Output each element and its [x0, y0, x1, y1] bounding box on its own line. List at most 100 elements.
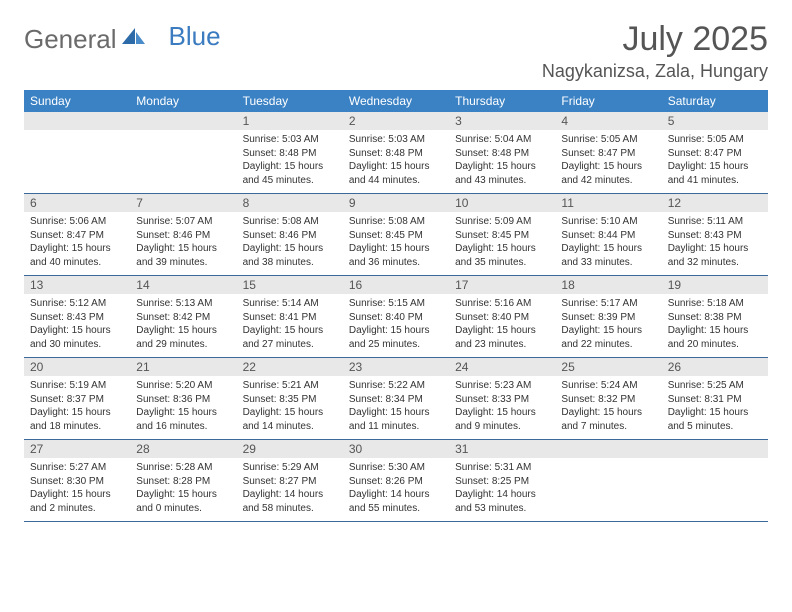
calendar-day: 22Sunrise: 5:21 AMSunset: 8:35 PMDayligh…	[237, 358, 343, 440]
day-details: Sunrise: 5:19 AMSunset: 8:37 PMDaylight:…	[24, 376, 130, 439]
day-number: 20	[24, 358, 130, 376]
calendar-day: 3Sunrise: 5:04 AMSunset: 8:48 PMDaylight…	[449, 112, 555, 194]
weekday-header: Saturday	[662, 90, 768, 112]
day-number: 17	[449, 276, 555, 294]
day-number: 30	[343, 440, 449, 458]
day-number: 12	[662, 194, 768, 212]
calendar-day: 25Sunrise: 5:24 AMSunset: 8:32 PMDayligh…	[555, 358, 661, 440]
day-number: 25	[555, 358, 661, 376]
weekday-header: Thursday	[449, 90, 555, 112]
calendar-day: 1Sunrise: 5:03 AMSunset: 8:48 PMDaylight…	[237, 112, 343, 194]
day-number: 15	[237, 276, 343, 294]
day-details: Sunrise: 5:08 AMSunset: 8:45 PMDaylight:…	[343, 212, 449, 275]
day-number: 9	[343, 194, 449, 212]
calendar-day: 24Sunrise: 5:23 AMSunset: 8:33 PMDayligh…	[449, 358, 555, 440]
calendar-day: 6Sunrise: 5:06 AMSunset: 8:47 PMDaylight…	[24, 194, 130, 276]
day-number: 18	[555, 276, 661, 294]
day-details: Sunrise: 5:08 AMSunset: 8:46 PMDaylight:…	[237, 212, 343, 275]
day-number: 4	[555, 112, 661, 130]
day-details: Sunrise: 5:18 AMSunset: 8:38 PMDaylight:…	[662, 294, 768, 357]
calendar-day: 9Sunrise: 5:08 AMSunset: 8:45 PMDaylight…	[343, 194, 449, 276]
day-number: 28	[130, 440, 236, 458]
day-details: Sunrise: 5:30 AMSunset: 8:26 PMDaylight:…	[343, 458, 449, 521]
calendar-day: 30Sunrise: 5:30 AMSunset: 8:26 PMDayligh…	[343, 440, 449, 522]
weekday-header: Tuesday	[237, 90, 343, 112]
day-number: 24	[449, 358, 555, 376]
day-number: 23	[343, 358, 449, 376]
calendar-day: 19Sunrise: 5:18 AMSunset: 8:38 PMDayligh…	[662, 276, 768, 358]
day-details: Sunrise: 5:03 AMSunset: 8:48 PMDaylight:…	[343, 130, 449, 193]
day-number: 27	[24, 440, 130, 458]
logo-sail-icon	[121, 26, 147, 51]
calendar-day: 31Sunrise: 5:31 AMSunset: 8:25 PMDayligh…	[449, 440, 555, 522]
calendar-table: SundayMondayTuesdayWednesdayThursdayFrid…	[24, 90, 768, 522]
day-details: Sunrise: 5:06 AMSunset: 8:47 PMDaylight:…	[24, 212, 130, 275]
calendar-week: 1Sunrise: 5:03 AMSunset: 8:48 PMDaylight…	[24, 112, 768, 194]
calendar-day: 28Sunrise: 5:28 AMSunset: 8:28 PMDayligh…	[130, 440, 236, 522]
day-number: 10	[449, 194, 555, 212]
calendar-day: 12Sunrise: 5:11 AMSunset: 8:43 PMDayligh…	[662, 194, 768, 276]
day-number: 14	[130, 276, 236, 294]
logo: General Blue	[24, 24, 221, 55]
day-details: Sunrise: 5:17 AMSunset: 8:39 PMDaylight:…	[555, 294, 661, 357]
day-details: Sunrise: 5:05 AMSunset: 8:47 PMDaylight:…	[555, 130, 661, 193]
logo-text-blue: Blue	[169, 21, 221, 52]
day-details: Sunrise: 5:16 AMSunset: 8:40 PMDaylight:…	[449, 294, 555, 357]
calendar-day: 15Sunrise: 5:14 AMSunset: 8:41 PMDayligh…	[237, 276, 343, 358]
calendar-day: 7Sunrise: 5:07 AMSunset: 8:46 PMDaylight…	[130, 194, 236, 276]
calendar-day: 16Sunrise: 5:15 AMSunset: 8:40 PMDayligh…	[343, 276, 449, 358]
calendar-day: 27Sunrise: 5:27 AMSunset: 8:30 PMDayligh…	[24, 440, 130, 522]
calendar-day-empty	[555, 440, 661, 522]
day-details: Sunrise: 5:20 AMSunset: 8:36 PMDaylight:…	[130, 376, 236, 439]
day-details: Sunrise: 5:07 AMSunset: 8:46 PMDaylight:…	[130, 212, 236, 275]
day-number: 7	[130, 194, 236, 212]
calendar-week: 27Sunrise: 5:27 AMSunset: 8:30 PMDayligh…	[24, 440, 768, 522]
calendar-day: 18Sunrise: 5:17 AMSunset: 8:39 PMDayligh…	[555, 276, 661, 358]
day-details: Sunrise: 5:09 AMSunset: 8:45 PMDaylight:…	[449, 212, 555, 275]
day-details: Sunrise: 5:25 AMSunset: 8:31 PMDaylight:…	[662, 376, 768, 439]
calendar-day: 8Sunrise: 5:08 AMSunset: 8:46 PMDaylight…	[237, 194, 343, 276]
calendar-day: 13Sunrise: 5:12 AMSunset: 8:43 PMDayligh…	[24, 276, 130, 358]
day-details: Sunrise: 5:31 AMSunset: 8:25 PMDaylight:…	[449, 458, 555, 521]
day-details: Sunrise: 5:13 AMSunset: 8:42 PMDaylight:…	[130, 294, 236, 357]
weekday-header: Sunday	[24, 90, 130, 112]
day-details: Sunrise: 5:28 AMSunset: 8:28 PMDaylight:…	[130, 458, 236, 521]
day-number: 2	[343, 112, 449, 130]
calendar-day: 5Sunrise: 5:05 AMSunset: 8:47 PMDaylight…	[662, 112, 768, 194]
day-details: Sunrise: 5:12 AMSunset: 8:43 PMDaylight:…	[24, 294, 130, 357]
day-details: Sunrise: 5:11 AMSunset: 8:43 PMDaylight:…	[662, 212, 768, 275]
calendar-day: 10Sunrise: 5:09 AMSunset: 8:45 PMDayligh…	[449, 194, 555, 276]
day-number: 11	[555, 194, 661, 212]
calendar-day: 2Sunrise: 5:03 AMSunset: 8:48 PMDaylight…	[343, 112, 449, 194]
calendar-day: 4Sunrise: 5:05 AMSunset: 8:47 PMDaylight…	[555, 112, 661, 194]
calendar-day: 17Sunrise: 5:16 AMSunset: 8:40 PMDayligh…	[449, 276, 555, 358]
day-details: Sunrise: 5:27 AMSunset: 8:30 PMDaylight:…	[24, 458, 130, 521]
day-details: Sunrise: 5:23 AMSunset: 8:33 PMDaylight:…	[449, 376, 555, 439]
day-number: 8	[237, 194, 343, 212]
title-block: July 2025 Nagykanizsa, Zala, Hungary	[542, 20, 768, 82]
day-details: Sunrise: 5:10 AMSunset: 8:44 PMDaylight:…	[555, 212, 661, 275]
day-details: Sunrise: 5:03 AMSunset: 8:48 PMDaylight:…	[237, 130, 343, 193]
weekday-header: Wednesday	[343, 90, 449, 112]
day-number: 29	[237, 440, 343, 458]
calendar-day-empty	[130, 112, 236, 194]
day-details: Sunrise: 5:24 AMSunset: 8:32 PMDaylight:…	[555, 376, 661, 439]
day-number: 5	[662, 112, 768, 130]
day-number: 22	[237, 358, 343, 376]
calendar-body: 1Sunrise: 5:03 AMSunset: 8:48 PMDaylight…	[24, 112, 768, 522]
calendar-day: 21Sunrise: 5:20 AMSunset: 8:36 PMDayligh…	[130, 358, 236, 440]
calendar-day: 23Sunrise: 5:22 AMSunset: 8:34 PMDayligh…	[343, 358, 449, 440]
day-number: 1	[237, 112, 343, 130]
day-details: Sunrise: 5:29 AMSunset: 8:27 PMDaylight:…	[237, 458, 343, 521]
calendar-day: 14Sunrise: 5:13 AMSunset: 8:42 PMDayligh…	[130, 276, 236, 358]
calendar-day: 11Sunrise: 5:10 AMSunset: 8:44 PMDayligh…	[555, 194, 661, 276]
day-details: Sunrise: 5:21 AMSunset: 8:35 PMDaylight:…	[237, 376, 343, 439]
calendar-day: 29Sunrise: 5:29 AMSunset: 8:27 PMDayligh…	[237, 440, 343, 522]
calendar-week: 13Sunrise: 5:12 AMSunset: 8:43 PMDayligh…	[24, 276, 768, 358]
day-details: Sunrise: 5:22 AMSunset: 8:34 PMDaylight:…	[343, 376, 449, 439]
calendar-day-empty	[662, 440, 768, 522]
day-number: 26	[662, 358, 768, 376]
logo-text-general: General	[24, 24, 117, 55]
weekday-header: Friday	[555, 90, 661, 112]
day-number: 19	[662, 276, 768, 294]
